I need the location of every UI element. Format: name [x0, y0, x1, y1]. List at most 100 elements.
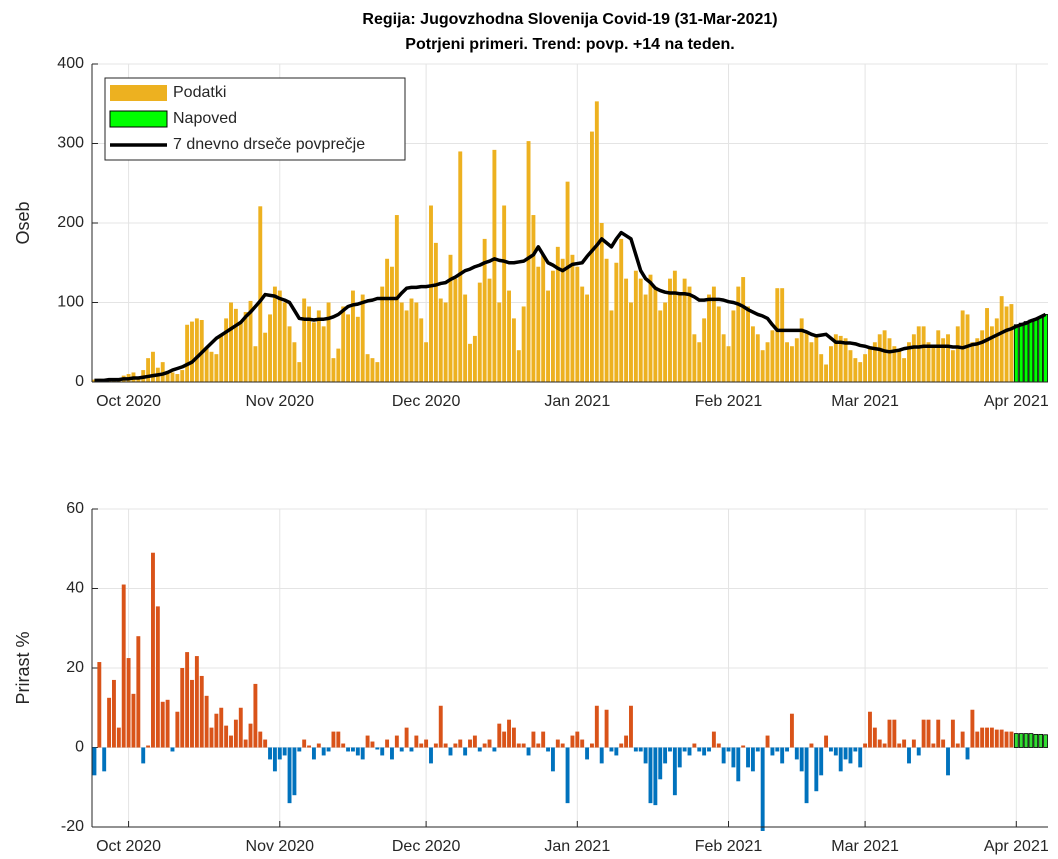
x-tick-label: Oct 2020: [96, 838, 161, 855]
bar: [487, 278, 492, 382]
bar: [541, 254, 546, 382]
bar: [794, 747, 799, 760]
x-tick-label: Apr 2021: [984, 393, 1049, 410]
bar: [746, 747, 750, 768]
bar: [336, 348, 341, 382]
bar: [311, 322, 316, 382]
bar: [492, 747, 497, 752]
bar: [443, 743, 448, 748]
bar: [536, 743, 541, 748]
bar: [1038, 733, 1044, 748]
bar: [872, 727, 877, 748]
bar: [429, 747, 433, 764]
bar: [570, 254, 575, 382]
bar: [468, 739, 472, 748]
bar: [141, 747, 146, 764]
bar: [936, 719, 941, 748]
bar: [789, 346, 794, 382]
bar: [555, 246, 560, 382]
bar: [750, 747, 755, 772]
bar: [926, 342, 931, 382]
bar: [668, 747, 672, 752]
bar: [789, 713, 794, 748]
bar: [555, 739, 560, 748]
bar: [824, 735, 829, 748]
x-tick-label: Apr 2021: [984, 838, 1049, 855]
bar: [253, 683, 258, 748]
bar: [692, 743, 697, 748]
bar: [853, 747, 858, 752]
bar: [858, 747, 863, 768]
bar: [726, 346, 731, 382]
bar: [711, 286, 716, 382]
bar: [1013, 733, 1019, 748]
bar: [375, 747, 380, 750]
bar: [828, 747, 833, 752]
bar: [550, 747, 555, 772]
bar: [697, 342, 702, 382]
bar: [541, 731, 546, 748]
bar: [848, 350, 853, 382]
bar: [311, 747, 316, 760]
bar: [731, 747, 736, 768]
bar: [472, 335, 477, 382]
bar: [385, 739, 390, 748]
bar: [716, 306, 721, 382]
bar: [950, 350, 955, 382]
bar: [272, 286, 277, 382]
bar: [931, 346, 936, 382]
bar: [263, 332, 268, 382]
bar: [609, 310, 614, 382]
bar: [999, 296, 1004, 382]
bar: [838, 335, 843, 382]
bar: [1023, 733, 1029, 748]
bar: [687, 286, 692, 382]
bar: [809, 342, 814, 382]
bar: [1043, 314, 1048, 383]
bar: [521, 743, 526, 748]
bar: [643, 747, 648, 764]
bar: [248, 723, 253, 748]
bar: [277, 747, 282, 760]
bar: [877, 739, 882, 748]
bar: [507, 719, 511, 748]
bar: [170, 747, 175, 752]
bar: [346, 747, 351, 752]
bar: [702, 747, 707, 756]
bar: [516, 743, 521, 748]
bar: [750, 326, 755, 382]
bar: [594, 705, 599, 748]
bar: [502, 205, 507, 382]
bar: [897, 350, 902, 382]
bar: [770, 747, 775, 756]
bar: [1043, 734, 1048, 748]
bar: [614, 262, 619, 382]
bar: [248, 300, 253, 382]
bar: [941, 739, 946, 748]
trend-line: [94, 230, 1047, 383]
bar: [765, 735, 770, 748]
bar: [804, 747, 809, 804]
bar: [268, 314, 272, 382]
bar: [229, 302, 233, 382]
bar: [219, 334, 224, 382]
bar: [619, 238, 624, 382]
y-tick-label: 400: [57, 55, 84, 72]
bar: [892, 719, 897, 748]
bar: [872, 342, 877, 382]
bar: [92, 379, 97, 382]
y-tick-label: 40: [66, 580, 84, 597]
bar: [668, 278, 672, 382]
bar: [946, 747, 950, 776]
bar: [653, 747, 658, 806]
bar: [204, 348, 209, 382]
bar: [258, 731, 263, 748]
bar: [214, 354, 219, 382]
bar: [1013, 324, 1019, 383]
bar: [731, 310, 736, 382]
bar: [780, 288, 785, 382]
x-tick-label: Dec 2020: [392, 838, 461, 855]
x-tick-label: Jan 2021: [544, 838, 610, 855]
bar: [209, 351, 214, 382]
bar: [916, 326, 921, 382]
